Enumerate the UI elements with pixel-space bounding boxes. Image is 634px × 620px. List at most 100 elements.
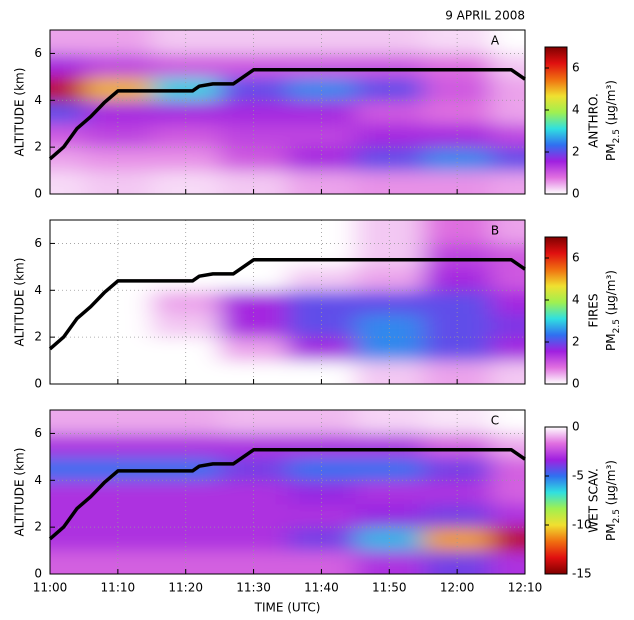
y-tick-label: 0 [34,567,42,581]
contour-cell [50,480,85,505]
contour-cell [219,100,288,125]
colorbar-unit-part: PM [604,523,618,541]
contour-cell [151,53,221,78]
contour-cell [423,290,492,315]
colorbar-unit-part: PM [604,333,618,351]
colorbar-tick-label: -15 [572,567,592,581]
colorbar-unit: PM2.5 (μg/m³) [604,270,622,351]
contour-cell [287,147,356,172]
contour-cell [151,30,221,54]
contour-cell [287,290,356,315]
contour-cell [151,410,221,434]
contour-cell [423,527,492,552]
panel-label: B [491,224,499,238]
contour-cell [219,337,288,362]
x-tick-label: 11:50 [372,581,407,595]
contour-cell [287,76,356,101]
contour-cell [355,410,424,434]
contour-cell [491,123,525,148]
contour-cell [50,290,85,315]
x-axis-label: TIME (UTC) [254,601,321,615]
contour-cell [423,123,492,148]
contour-cell [491,266,525,291]
contour-cells [50,410,525,574]
y-tick-label: 2 [34,330,42,344]
contour-cell [219,313,288,338]
colorbar-tick-label: 2 [572,335,580,349]
contour-cell [83,147,153,172]
contour-cell [355,30,424,54]
colorbar-title: WET SCAV. [587,468,601,533]
contour-cell [151,243,221,268]
contour-cell [287,30,356,54]
contour-cell [219,76,288,101]
contour-cell [355,480,424,505]
contour-cell [423,480,492,505]
contour-cell [355,123,424,148]
contour-cell [287,243,356,268]
contour-cell [50,220,85,244]
y-tick-label: 4 [34,93,42,107]
contour-cell [491,527,525,552]
y-tick-label: 4 [34,473,42,487]
contour-cell [50,100,85,125]
contour-cell [219,480,288,505]
colorbar [544,426,568,575]
colorbar-unit-part: 2.5 [612,509,622,523]
contour-cell [355,290,424,315]
contour-cell [355,503,424,528]
contour-cell [355,266,424,291]
contour-cell [83,243,153,268]
contour-cell [151,147,221,172]
contour-cell [219,290,288,315]
contour-cell [219,503,288,528]
colorbar-tick-label: 0 [572,420,580,434]
x-tick-label: 11:00 [33,581,68,595]
colorbar-tick-label: 6 [572,251,580,265]
contour-cell [355,76,424,101]
contour-cell [83,503,153,528]
contour-cell [83,220,153,244]
x-tick-label: 12:00 [440,581,475,595]
contour-cell [355,147,424,172]
contour-cell [151,480,221,505]
panel-label: C [491,414,499,428]
contour-cells [50,220,525,384]
contour-cell [50,410,85,434]
contour-cell [423,433,492,458]
contour-cell [50,243,85,268]
y-tick-label: 6 [34,46,42,60]
contour-cell [491,100,525,125]
contour-cell [423,220,492,244]
colorbar-unit-part: (μg/m³) [604,80,618,129]
contour-cell [287,456,356,481]
contour-cell [50,30,85,54]
contour-cell [83,313,153,338]
contour-cell [83,456,153,481]
contour-cell [50,266,85,291]
contour-cell [83,410,153,434]
contour-cell [151,100,221,125]
contour-cells [50,30,525,194]
contour-cell [151,220,221,244]
flight-track [48,448,526,541]
contour-cell [83,266,153,291]
contour-cell [491,220,525,244]
contour-cell [83,123,153,148]
chart-title: 9 APRIL 2008 [445,9,525,23]
contour-cell [423,503,492,528]
contour-cell [50,360,85,384]
contour-cell [83,527,153,552]
contour-cell [219,266,288,291]
colorbar [544,46,568,195]
contour-cell [423,456,492,481]
contour-cell [355,100,424,125]
colorbar-unit: PM2.5 (μg/m³) [604,80,622,161]
colorbar-tick-label: 4 [572,293,580,307]
contour-cell [355,433,424,458]
contour-cell [151,266,221,291]
contour-cell [151,290,221,315]
contour-cell [287,313,356,338]
contour-cell [423,337,492,362]
